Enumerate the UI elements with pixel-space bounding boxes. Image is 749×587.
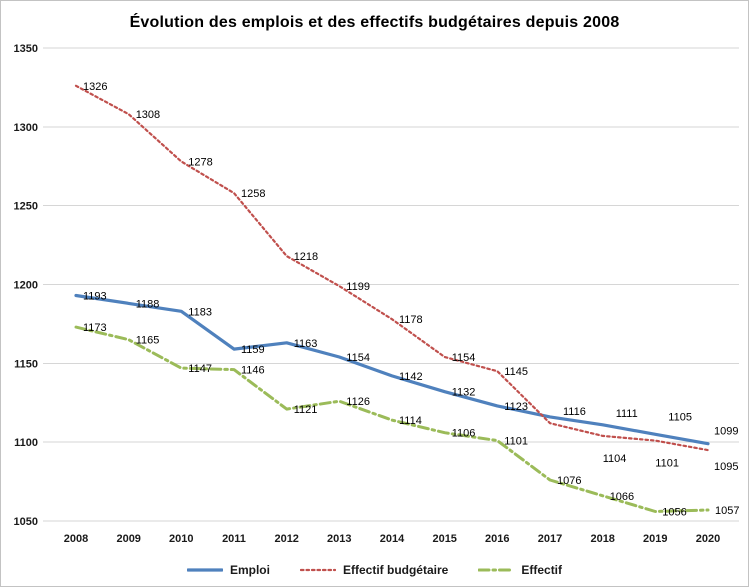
data-label: 1099 (714, 426, 738, 438)
x-tick-label: 2016 (485, 533, 509, 545)
data-label: 1111 (616, 408, 638, 420)
data-label: 1101 (504, 436, 528, 448)
data-label: 1142 (399, 371, 423, 383)
data-label: 1183 (188, 306, 212, 318)
series-line-emploi (74, 293, 710, 446)
x-tick-label: 2018 (590, 533, 614, 545)
x-tick-label: 2010 (169, 533, 193, 545)
data-label: 1145 (504, 366, 528, 378)
legend-swatch (186, 568, 223, 572)
chart-title: Évolution des emplois et des effectifs b… (129, 14, 620, 31)
legend-label: Effectif budgétaire (342, 563, 449, 577)
data-label: 1105 (668, 411, 692, 423)
data-label: 1106 (452, 428, 476, 440)
data-label: 1218 (294, 251, 318, 263)
x-tick-label: 2014 (380, 533, 405, 545)
y-tick-label: 1150 (14, 358, 38, 370)
y-tick-label: 1350 (14, 43, 38, 55)
y-tick-label: 1100 (14, 437, 38, 449)
y-tick-label: 1050 (14, 516, 38, 528)
x-tick-label: 2019 (643, 533, 667, 545)
data-label: 1188 (136, 298, 160, 310)
x-tick-label: 2013 (327, 533, 351, 545)
legend: Emploi Effectif budgétaire Effectif (1, 563, 748, 577)
data-label: 1173 (83, 322, 107, 334)
legend-item-effectif-budg-taire: Effectif budgétaire (299, 563, 449, 577)
data-label: 1121 (294, 404, 318, 416)
data-label: 1123 (504, 401, 528, 413)
legend-item-emploi: Emploi (186, 563, 270, 577)
data-label: 1308 (136, 109, 160, 121)
data-label: 1101 (655, 458, 679, 470)
data-label: 1278 (188, 157, 212, 169)
series-line-effectif (74, 325, 710, 513)
x-tick-label: 2009 (116, 533, 140, 545)
data-label: 1146 (241, 365, 265, 377)
data-label: 1132 (452, 387, 476, 399)
x-tick-label: 2012 (274, 533, 298, 545)
data-label: 1154 (452, 352, 476, 364)
data-label: 1165 (136, 335, 160, 347)
data-label: 1116 (563, 406, 586, 418)
data-label: 1056 (662, 507, 686, 519)
legend-swatch (478, 568, 515, 572)
x-tick-label: 2015 (432, 533, 456, 545)
data-label: 1163 (294, 338, 318, 350)
data-label: 1199 (346, 281, 370, 293)
data-label: 1076 (557, 475, 581, 487)
x-tick-label: 2020 (696, 533, 720, 545)
data-label: 1258 (241, 188, 265, 200)
chart-plot: 1050 1100 1150 1200 1250 1300 1350 2008 2009 2010… (14, 43, 740, 545)
legend-item-effectif: Effectif (478, 563, 562, 577)
x-tick-label: 2017 (538, 533, 562, 545)
data-label: 1326 (83, 81, 107, 93)
data-label: 1095 (714, 461, 738, 473)
y-tick-label: 1300 (14, 122, 38, 134)
x-tick-label: 2011 (222, 533, 246, 545)
y-tick-label: 1200 (14, 280, 38, 292)
x-tick-label: 2008 (64, 533, 88, 545)
data-label: 1159 (241, 344, 265, 356)
y-tick-label: 1250 (14, 201, 38, 213)
series-line-effectif-budg-taire (74, 84, 710, 452)
data-label: 1126 (346, 396, 370, 408)
data-label: 1193 (83, 291, 107, 303)
data-label: 1178 (399, 314, 423, 326)
data-label: 1057 (715, 505, 739, 517)
data-label: 1147 (188, 363, 212, 375)
legend-swatch (299, 568, 336, 572)
data-label: 1154 (346, 352, 370, 364)
data-label: 1114 (399, 415, 422, 427)
data-label: 1066 (610, 491, 634, 503)
legend-label: Emploi (229, 563, 270, 577)
legend-label: Effectif (521, 563, 563, 577)
data-label: 1104 (603, 453, 627, 465)
